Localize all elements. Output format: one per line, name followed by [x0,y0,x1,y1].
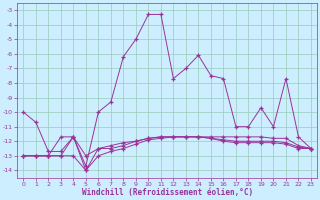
X-axis label: Windchill (Refroidissement éolien,°C): Windchill (Refroidissement éolien,°C) [82,188,253,197]
